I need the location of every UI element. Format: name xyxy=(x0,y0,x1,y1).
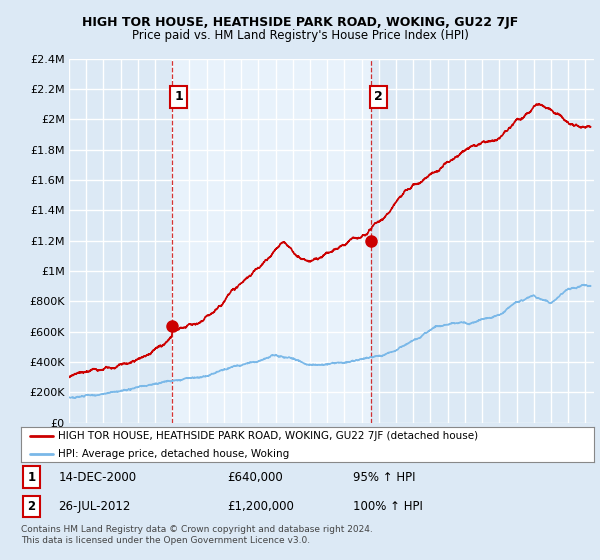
Text: 2: 2 xyxy=(27,500,35,514)
Text: HPI: Average price, detached house, Woking: HPI: Average price, detached house, Woki… xyxy=(58,449,289,459)
Text: Contains HM Land Registry data © Crown copyright and database right 2024.
This d: Contains HM Land Registry data © Crown c… xyxy=(21,525,373,545)
Text: 26-JUL-2012: 26-JUL-2012 xyxy=(58,500,131,514)
Text: £1,200,000: £1,200,000 xyxy=(227,500,294,514)
Text: £640,000: £640,000 xyxy=(227,470,283,484)
Text: 14-DEC-2000: 14-DEC-2000 xyxy=(58,470,136,484)
Text: 1: 1 xyxy=(27,470,35,484)
Text: 95% ↑ HPI: 95% ↑ HPI xyxy=(353,470,416,484)
Text: HIGH TOR HOUSE, HEATHSIDE PARK ROAD, WOKING, GU22 7JF: HIGH TOR HOUSE, HEATHSIDE PARK ROAD, WOK… xyxy=(82,16,518,29)
Text: 2: 2 xyxy=(374,90,383,103)
Text: 100% ↑ HPI: 100% ↑ HPI xyxy=(353,500,423,514)
Bar xyxy=(172,59,371,423)
Text: Price paid vs. HM Land Registry's House Price Index (HPI): Price paid vs. HM Land Registry's House … xyxy=(131,29,469,42)
Text: HIGH TOR HOUSE, HEATHSIDE PARK ROAD, WOKING, GU22 7JF (detached house): HIGH TOR HOUSE, HEATHSIDE PARK ROAD, WOK… xyxy=(58,431,478,441)
Text: 1: 1 xyxy=(174,90,183,103)
